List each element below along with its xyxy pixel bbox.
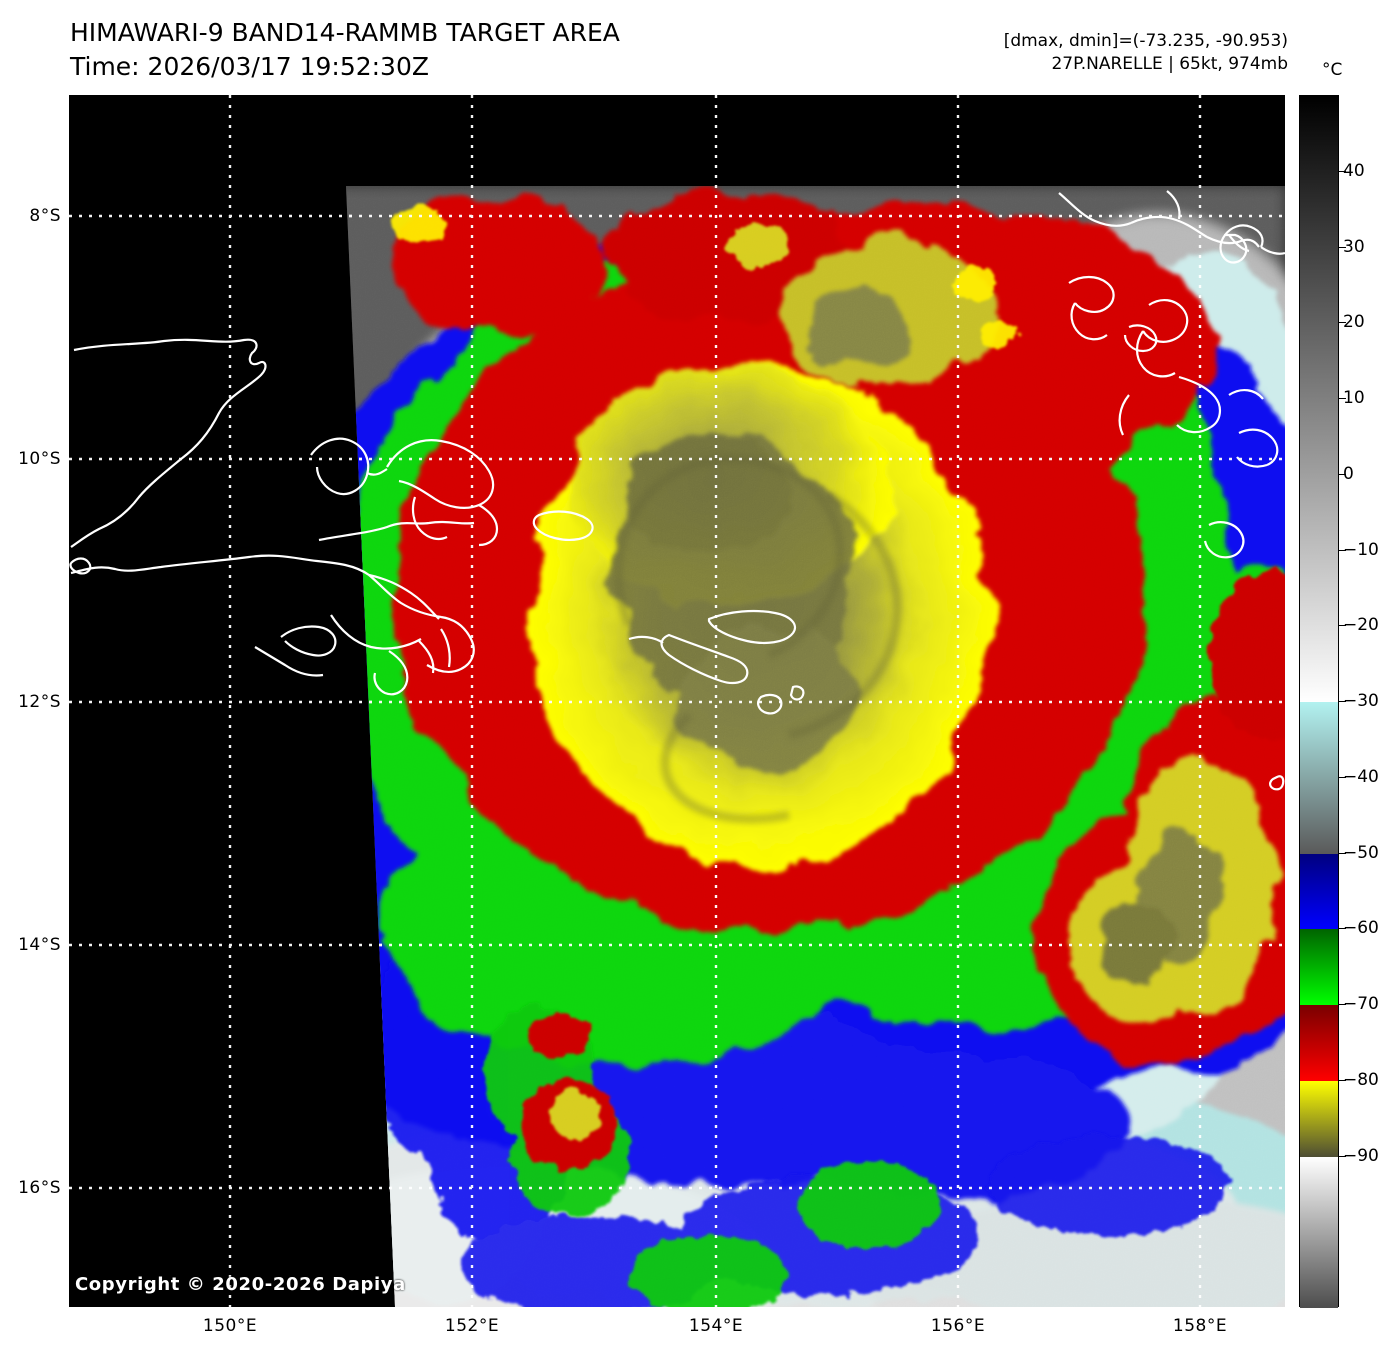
colorbar-tickmark	[1339, 852, 1346, 854]
colorbar-tickmark	[1339, 1004, 1346, 1005]
colorbar-tickmark	[1339, 776, 1346, 778]
colorbar-tickmark	[1339, 322, 1346, 324]
copyright-label: Copyright © 2020-2026 Dapiya	[75, 1274, 406, 1295]
colorbar-tickmark	[1339, 398, 1346, 399]
title-block: HIMAWARI-9 BAND14-RAMMB TARGET AREA Time…	[70, 16, 620, 84]
info-block: [dmax, dmin]=(-73.235, -90.953) 27P.NARE…	[1004, 30, 1288, 76]
colorbar-band-cyan-to-grey	[1300, 702, 1338, 854]
colorbar-tick-minus80: −80	[1343, 1069, 1379, 1090]
xtick-156E: 156°E	[930, 1316, 986, 1336]
ytick-14S: 14°S	[18, 935, 61, 955]
page-title: HIMAWARI-9 BAND14-RAMMB TARGET AREA	[70, 18, 620, 47]
colorbar-tick-40: 40	[1343, 160, 1365, 181]
colorbar-tickmark	[1339, 625, 1346, 627]
colorbar-band-yellow-olive	[1300, 1080, 1338, 1157]
colorbar-tick-minus90: −90	[1343, 1145, 1379, 1166]
xtick-150E: 150°E	[202, 1316, 258, 1336]
colorbar-tick-minus20: −20	[1343, 615, 1379, 636]
colorbar-unit-label: °C	[1322, 60, 1343, 80]
colorbar-tickmark	[1339, 701, 1346, 702]
colorbar-tickmark	[1339, 1079, 1346, 1081]
colorbar-tickmark	[1339, 473, 1346, 475]
colorbar-band-cold-greyscale	[1300, 1156, 1338, 1308]
storm-info-label: 27P.NARELLE | 65kt, 974mb	[1051, 54, 1288, 74]
colorbar-tick-minus40: −40	[1343, 766, 1379, 787]
ytick-10S: 10°S	[18, 449, 61, 469]
colorbar-tickmark	[1339, 246, 1346, 248]
colorbar-band-blue	[1300, 853, 1338, 930]
colorbar-tick-minus60: −60	[1343, 918, 1379, 939]
colorbar-tick-minus70: −70	[1343, 994, 1379, 1014]
xtick-152E: 152°E	[444, 1316, 500, 1336]
timestamp-label: Time: 2026/03/17 19:52:30Z	[70, 52, 429, 81]
colorbar-tickmark	[1339, 1155, 1346, 1157]
image-noise	[69, 95, 1285, 1307]
colorbar-tickmark	[1339, 928, 1346, 930]
satellite-image-plot[interactable]	[69, 95, 1285, 1307]
colorbar-tick-0: 0	[1343, 463, 1354, 484]
colorbar-tick-minus50: −50	[1343, 842, 1379, 863]
ytick-16S: 16°S	[18, 1178, 61, 1198]
colorbar-tick-20: 20	[1343, 312, 1365, 333]
colorbar-band-warm-greyscale	[1300, 96, 1338, 702]
data-range-label: [dmax, dmin]=(-73.235, -90.953)	[1003, 31, 1288, 51]
colorbar-tick-minus10: −10	[1343, 539, 1379, 560]
colorbar-band-red	[1300, 1005, 1338, 1081]
satellite-imagery	[69, 95, 1285, 1307]
xtick-154E: 154°E	[688, 1316, 744, 1336]
xtick-158E: 158°E	[1172, 1316, 1228, 1336]
colorbar-band-green	[1300, 929, 1338, 1005]
colorbar-tick-30: 30	[1343, 236, 1365, 257]
colorbar-tickmark	[1339, 170, 1346, 172]
colorbar-tick-minus30: −30	[1343, 691, 1379, 711]
ytick-8S: 8°S	[29, 206, 61, 226]
ytick-12S: 12°S	[18, 692, 61, 712]
temperature-colorbar[interactable]	[1299, 95, 1339, 1308]
colorbar-tick-10: 10	[1343, 388, 1365, 408]
colorbar-tickmark	[1339, 549, 1346, 551]
